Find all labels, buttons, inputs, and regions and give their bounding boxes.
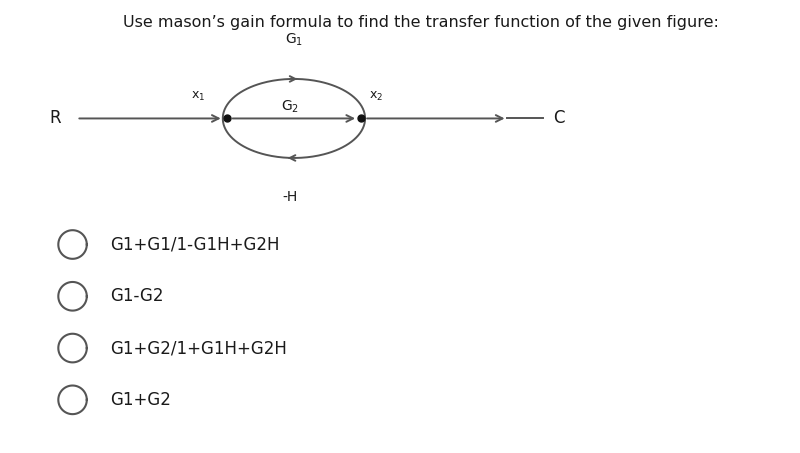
Text: Use mason’s gain formula to find the transfer function of the given figure:: Use mason’s gain formula to find the tra… xyxy=(122,15,718,30)
Text: R: R xyxy=(49,110,61,127)
Text: C: C xyxy=(554,110,565,127)
Text: -H: -H xyxy=(282,190,298,204)
Text: G1-G2: G1-G2 xyxy=(110,287,164,305)
Text: G1+G1/1-G1H+G2H: G1+G1/1-G1H+G2H xyxy=(110,236,280,254)
Text: G$_2$: G$_2$ xyxy=(281,99,299,116)
Text: x$_1$: x$_1$ xyxy=(191,90,206,103)
Text: G1+G2/1+G1H+G2H: G1+G2/1+G1H+G2H xyxy=(110,339,287,357)
Text: G1+G2: G1+G2 xyxy=(110,391,171,409)
Text: x$_2$: x$_2$ xyxy=(369,90,383,103)
Text: G$_1$: G$_1$ xyxy=(285,31,303,48)
